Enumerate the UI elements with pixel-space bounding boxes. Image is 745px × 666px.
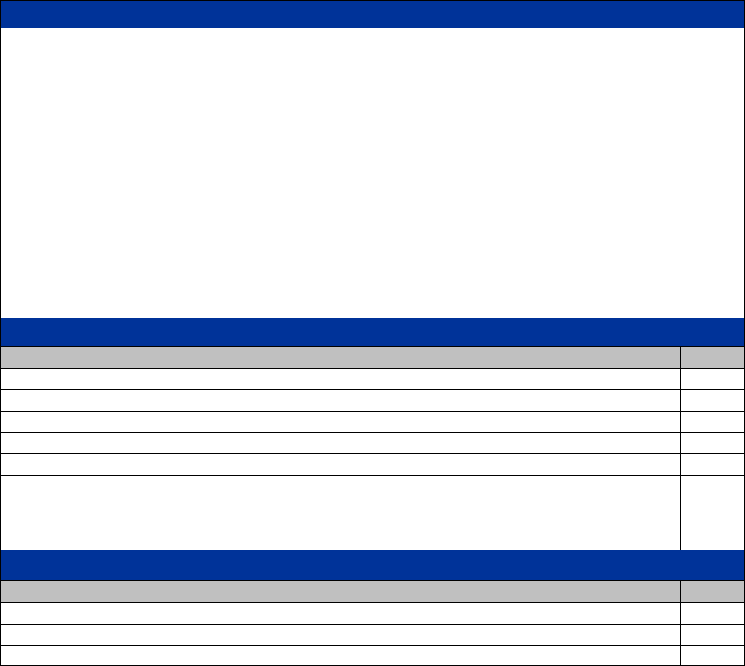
section-header (1, 1, 744, 28)
text-area (1, 28, 744, 318)
table-header-row (1, 580, 744, 602)
section-header (1, 550, 744, 580)
section-header (1, 318, 744, 346)
table-lines (1, 346, 744, 665)
table-header-row (1, 346, 744, 368)
